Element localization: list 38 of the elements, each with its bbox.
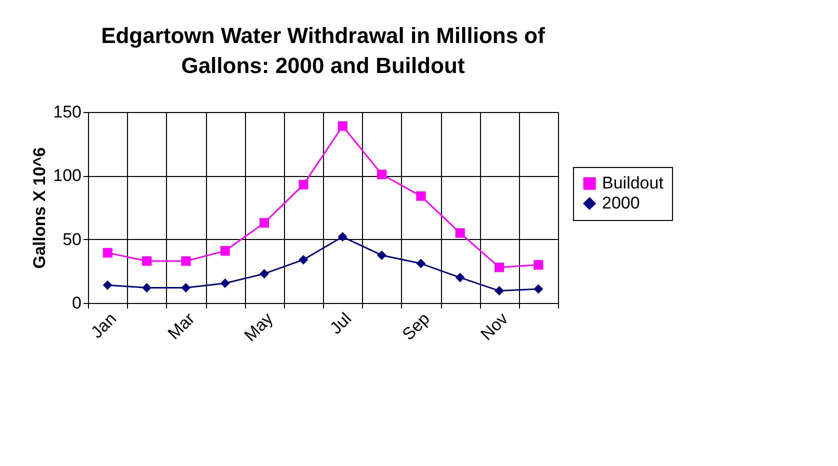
point (142, 282, 152, 292)
point (102, 248, 112, 258)
point (494, 262, 504, 272)
legend-label: 2000 (602, 194, 640, 212)
point (338, 121, 348, 131)
point (377, 250, 386, 260)
point (102, 280, 112, 290)
point (260, 218, 269, 228)
point (220, 246, 230, 256)
point (181, 282, 191, 292)
point (298, 180, 308, 190)
y-tick-label: 50 (62, 230, 82, 249)
point (416, 191, 426, 201)
point (455, 228, 465, 238)
point (416, 258, 426, 268)
chart-title: Edgartown Water Withdrawal in Millions of Gallons: 2000 and Buildout (101, 23, 546, 78)
x-tick-label: Nov (476, 308, 512, 344)
point (298, 254, 308, 264)
legend-label: Buildout (602, 174, 664, 192)
point (455, 272, 465, 282)
x-tick-label: Jul (326, 309, 356, 338)
point (260, 268, 269, 278)
point (534, 260, 544, 270)
point (534, 284, 544, 294)
y-tick-label: 100 (53, 166, 82, 186)
x-tick-label: Mar (164, 308, 199, 344)
point (181, 256, 191, 266)
x-tick-label: Jan (87, 309, 120, 342)
y-tick-label: 0 (72, 294, 82, 312)
x-tick-label: May (240, 308, 278, 346)
y-tick-label: 150 (53, 102, 82, 122)
x-tick-label: Sep (398, 309, 434, 344)
point (377, 170, 386, 180)
point (494, 286, 504, 296)
y-axis-title: Gallons X 10^6 (30, 147, 50, 269)
point (338, 232, 348, 242)
point (142, 256, 152, 266)
point (220, 278, 230, 288)
